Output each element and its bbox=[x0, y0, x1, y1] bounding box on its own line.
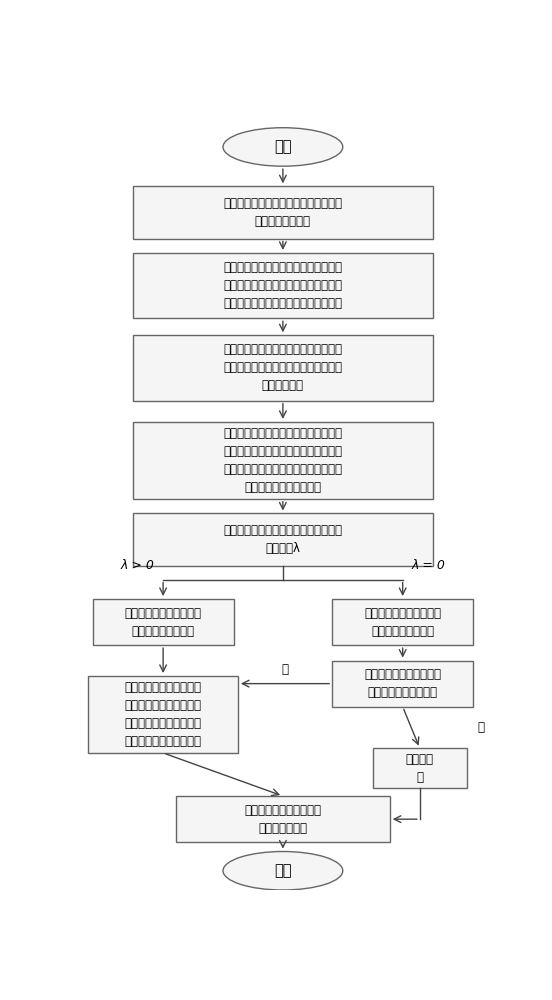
Ellipse shape bbox=[223, 128, 343, 166]
Text: 比较两组最优功率分配解
各自的能效目标值，取较
大能效值对应的功率分配
组合作为最终功率分配值: 比较两组最优功率分配解 各自的能效目标值，取较 大能效值对应的功率分配 组合作为… bbox=[125, 681, 201, 748]
Text: 在中继节点处建立以能效最大化为目标
函数，以指定的最小频谱效率为约束的
信源和中继发射功率分配数学优化模型: 在中继节点处建立以能效最大化为目标 函数，以指定的最小频谱效率为约束的 信源和中… bbox=[224, 261, 342, 310]
Text: 获得拉格朗日对偶函数，包含朗格朗日
乘子系数λ: 获得拉格朗日对偶函数，包含朗格朗日 乘子系数λ bbox=[224, 524, 342, 555]
FancyBboxPatch shape bbox=[93, 599, 233, 645]
FancyBboxPatch shape bbox=[133, 513, 433, 566]
Text: 中继节点获得其与信源节点和信宿节点
间的信道系数向量: 中继节点获得其与信源节点和信宿节点 间的信道系数向量 bbox=[224, 197, 342, 228]
FancyBboxPatch shape bbox=[332, 599, 473, 645]
Text: 求得信源节点和中继节点
最优发射功率闭合解: 求得信源节点和中继节点 最优发射功率闭合解 bbox=[364, 607, 441, 638]
Text: 结束: 结束 bbox=[274, 863, 291, 878]
Text: 判断最优功率值是否满足
最小频谱效率约束条件: 判断最优功率值是否满足 最小频谱效率约束条件 bbox=[364, 668, 441, 699]
FancyBboxPatch shape bbox=[133, 186, 433, 239]
FancyBboxPatch shape bbox=[176, 796, 390, 842]
Text: 否: 否 bbox=[477, 721, 485, 734]
FancyBboxPatch shape bbox=[133, 335, 433, 401]
FancyBboxPatch shape bbox=[332, 661, 473, 707]
Text: λ > 0: λ > 0 bbox=[121, 559, 155, 572]
Text: 开始: 开始 bbox=[274, 139, 291, 154]
Text: λ = 0: λ = 0 bbox=[411, 559, 445, 572]
Text: 考虑发射功率的高信噪比区间，舍去优
化问题目标函数中的常数项，将原非凸
问题转化为凸问题，并将原最大化问题
转换为等价的最小化问题: 考虑发射功率的高信噪比区间，舍去优 化问题目标函数中的常数项，将原非凸 问题转化… bbox=[224, 427, 342, 494]
Text: 利用大数定律，求得平均频谱效率的近
似解析表达式，并将该解析表达式代入
原始优化模型: 利用大数定律，求得平均频谱效率的近 似解析表达式，并将该解析表达式代入 原始优化… bbox=[224, 343, 342, 392]
FancyBboxPatch shape bbox=[133, 422, 433, 499]
Text: 求得信源节点和中继节点
最优发射功率闭合解: 求得信源节点和中继节点 最优发射功率闭合解 bbox=[125, 607, 201, 638]
Ellipse shape bbox=[223, 852, 343, 890]
Text: 是: 是 bbox=[282, 663, 289, 676]
FancyBboxPatch shape bbox=[133, 253, 433, 318]
Text: 舍去该组
解: 舍去该组 解 bbox=[406, 753, 434, 784]
FancyBboxPatch shape bbox=[88, 676, 238, 753]
Text: 中继节点将最优发射功率
反馈至信源节点: 中继节点将最优发射功率 反馈至信源节点 bbox=[245, 804, 321, 835]
FancyBboxPatch shape bbox=[373, 748, 467, 788]
